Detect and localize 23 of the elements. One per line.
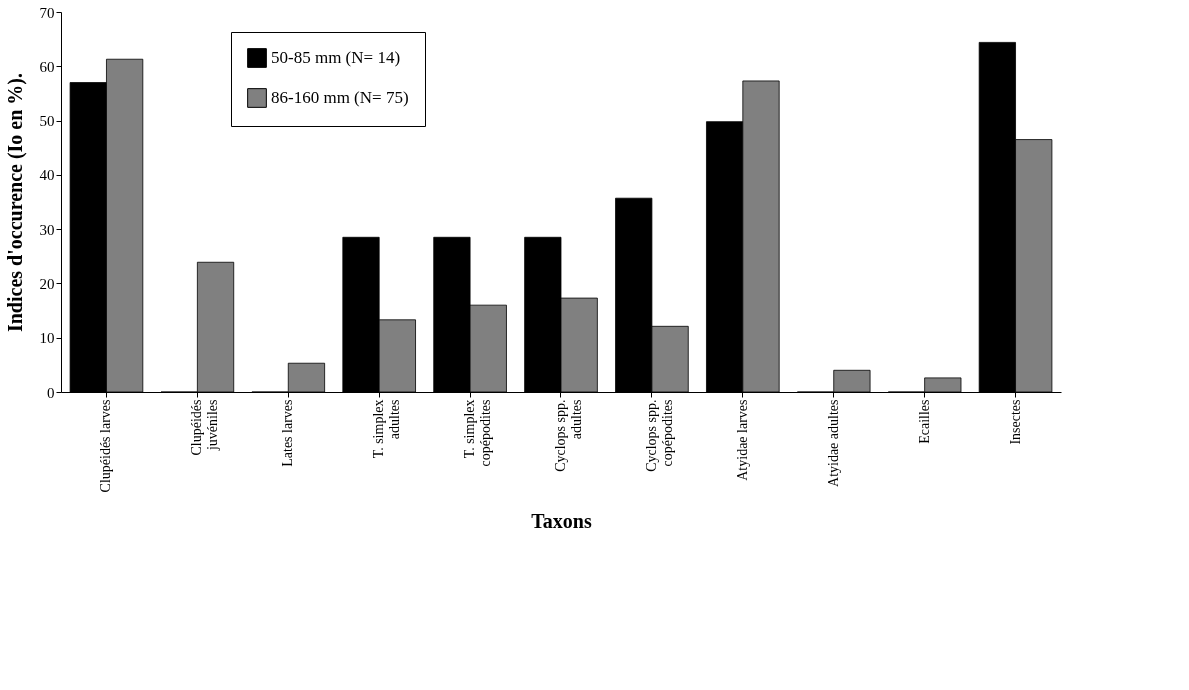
y-tick-label: 70	[39, 4, 55, 21]
y-tick-label: 60	[39, 58, 55, 75]
x-tick-label: Atyidae larves	[734, 399, 750, 481]
x-tick-label: Cyclops spp. adultes	[553, 399, 584, 472]
x-tick-label: Clupéidés juvéniles	[189, 399, 221, 456]
x-tick-label: Insectes	[1007, 399, 1023, 445]
y-tick-label: 40	[39, 167, 55, 184]
x-tick-label: Ecailles	[916, 399, 932, 444]
x-tick-label: Atyidae adultes	[825, 399, 841, 487]
y-tick-label: 30	[39, 221, 55, 238]
y-tick-label: 20	[39, 275, 55, 292]
y-tick-label: 0	[47, 384, 55, 401]
y-tick-label: 10	[39, 330, 55, 347]
legend-label: 50-85 mm (N= 14)	[271, 48, 401, 67]
x-tick-label: Clupéidés larves	[98, 399, 114, 493]
x-tick-label: T. simplex adultes	[371, 399, 403, 459]
y-axis-title: Indices d'occurence (Io en %).	[3, 72, 27, 333]
x-tick-label: T. simplex copépodites	[462, 399, 494, 467]
x-tick-label: Cyclops spp. copépodites	[643, 399, 675, 472]
x-tick-label: Lates larves	[280, 399, 296, 467]
x-axis-title: Taxons	[531, 510, 592, 533]
legend-label: 86-160 mm (N= 75)	[271, 88, 409, 107]
y-tick-label: 50	[39, 113, 55, 130]
